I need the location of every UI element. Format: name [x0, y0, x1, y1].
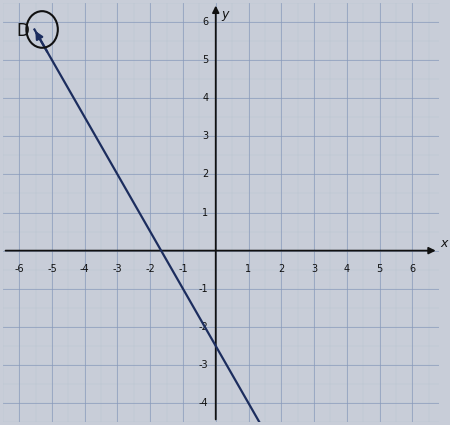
Text: 5: 5 — [202, 55, 208, 65]
Text: 5: 5 — [377, 264, 382, 274]
Text: -4: -4 — [199, 398, 208, 408]
Text: -2: -2 — [145, 264, 155, 274]
Text: 3: 3 — [202, 131, 208, 141]
Text: x: x — [440, 237, 448, 250]
Text: -4: -4 — [80, 264, 90, 274]
Text: 4: 4 — [202, 93, 208, 103]
Text: 2: 2 — [278, 264, 284, 274]
Text: 1: 1 — [245, 264, 252, 274]
Text: -3: -3 — [199, 360, 208, 370]
Text: -1: -1 — [199, 284, 208, 294]
Text: -3: -3 — [112, 264, 122, 274]
Text: 6: 6 — [409, 264, 415, 274]
Text: -1: -1 — [178, 264, 188, 274]
Text: 4: 4 — [344, 264, 350, 274]
Text: 6: 6 — [202, 17, 208, 27]
Text: 3: 3 — [311, 264, 317, 274]
Text: y: y — [222, 8, 229, 22]
Text: D: D — [16, 22, 29, 40]
Text: -6: -6 — [14, 264, 24, 274]
Text: 2: 2 — [202, 170, 208, 179]
Text: 1: 1 — [202, 207, 208, 218]
Text: -5: -5 — [47, 264, 57, 274]
Text: -2: -2 — [199, 322, 208, 332]
